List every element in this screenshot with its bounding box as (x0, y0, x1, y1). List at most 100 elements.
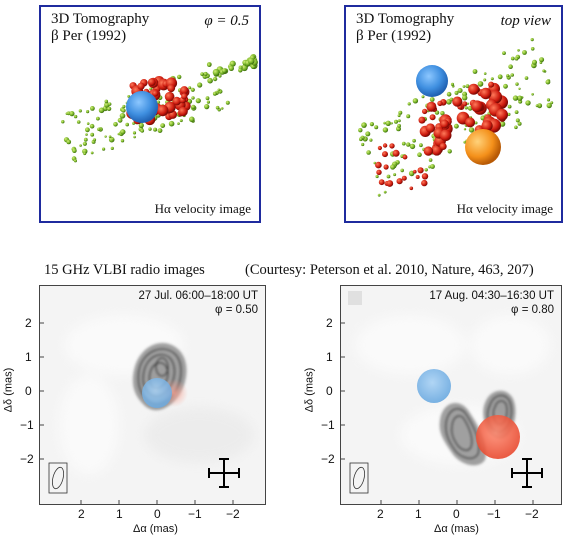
green-dot (113, 122, 118, 127)
red-dot (415, 175, 420, 179)
green-dot (188, 86, 192, 90)
panel-subtitle: β Per (1992) (356, 28, 432, 44)
green-dot (449, 97, 454, 102)
green-dot (477, 81, 484, 87)
green-dot (517, 95, 523, 101)
green-dot (177, 74, 182, 80)
green-dot (366, 150, 371, 155)
green-dot (73, 159, 77, 163)
green-dot (424, 168, 428, 172)
green-dot (409, 143, 416, 150)
green-dot (140, 128, 145, 133)
phase-label: φ = 0.5 (204, 13, 249, 29)
green-dot (359, 137, 363, 142)
green-dot (510, 73, 514, 77)
green-dot (207, 77, 213, 84)
green-dot (514, 56, 519, 61)
tomography-panel-left: 3D Tomography β Per (1992) φ = 0.5 Hα ve… (39, 5, 261, 223)
green-dot (462, 95, 468, 101)
radio-panel-left: 27 Jul. 06:00–18:00 UT φ = 0.50 (39, 285, 266, 505)
green-dot (546, 98, 551, 102)
green-dot (212, 91, 217, 96)
red-dot (439, 142, 447, 150)
green-dot (119, 113, 126, 119)
red-dot (429, 114, 436, 121)
ytick: 2 (326, 316, 333, 330)
ytick: −1 (321, 418, 335, 432)
red-dot (378, 179, 385, 186)
green-dot (490, 77, 494, 81)
green-dot (542, 69, 546, 73)
green-dot (197, 82, 203, 88)
date-label: 17 Aug. 04:30–16:30 UT (429, 290, 554, 302)
green-dot (72, 148, 77, 153)
xtick: 0 (453, 507, 460, 521)
green-dot (203, 72, 208, 76)
red-dot (462, 101, 468, 107)
radio-panel-right: 17 Aug. 04:30–16:30 UT φ = 0.80 (340, 285, 562, 505)
green-dot (515, 82, 519, 86)
green-dot (462, 85, 466, 88)
green-dot (212, 76, 218, 82)
green-dot (361, 142, 365, 147)
red-dot (377, 145, 382, 151)
green-dot (434, 110, 440, 115)
green-dot (517, 49, 520, 52)
green-dot (530, 38, 534, 42)
xtick: −2 (226, 507, 240, 521)
green-dot (377, 193, 381, 197)
red-dot (421, 179, 428, 187)
green-dot (497, 74, 503, 80)
red-dot (152, 90, 159, 97)
green-dot (502, 51, 506, 55)
green-dot (515, 118, 520, 123)
green-dot (85, 133, 88, 136)
green-dot (532, 59, 537, 65)
green-dot (472, 69, 478, 74)
panel-title: 3D Tomography (51, 11, 150, 27)
ytick: −1 (20, 418, 34, 432)
green-dot (108, 135, 112, 138)
red-dot (437, 100, 443, 107)
green-dot (122, 104, 126, 109)
green-dot (96, 116, 100, 121)
red-star (476, 415, 520, 459)
xtick: −1 (188, 507, 202, 521)
green-dot (428, 158, 433, 162)
tomography-scatter-right (358, 38, 554, 197)
green-dot (125, 122, 129, 127)
green-dot (168, 120, 175, 127)
red-dot (180, 86, 189, 95)
green-dot (417, 152, 422, 157)
green-dot (177, 122, 180, 125)
green-dot (539, 57, 545, 63)
green-dot (454, 90, 459, 95)
green-dot (474, 121, 478, 125)
red-dot (392, 149, 400, 157)
ylabel: Δδ (mas) (2, 367, 15, 413)
radio-image-right (340, 285, 562, 505)
green-dot (90, 132, 95, 137)
blue-star (126, 91, 158, 123)
green-dot (503, 83, 508, 89)
error-cross (511, 458, 543, 488)
green-dot (398, 110, 403, 115)
green-dot (117, 117, 123, 123)
green-dot (383, 190, 387, 194)
red-dot (480, 87, 492, 100)
date-label: 27 Jul. 06:00–18:00 UT (138, 290, 258, 302)
green-dot (90, 106, 95, 111)
xlabel: Δα (mas) (434, 523, 479, 535)
green-dot (524, 76, 529, 80)
green-dot (394, 119, 398, 124)
xlabel: Δα (mas) (133, 523, 178, 535)
blue-star (417, 369, 451, 403)
green-dot (531, 93, 534, 96)
green-dot (111, 137, 115, 141)
red-dot (423, 146, 434, 156)
green-dot (483, 78, 487, 82)
green-dot (365, 131, 371, 137)
green-dot (463, 128, 467, 131)
green-dot (421, 95, 425, 99)
green-dot (205, 96, 210, 101)
